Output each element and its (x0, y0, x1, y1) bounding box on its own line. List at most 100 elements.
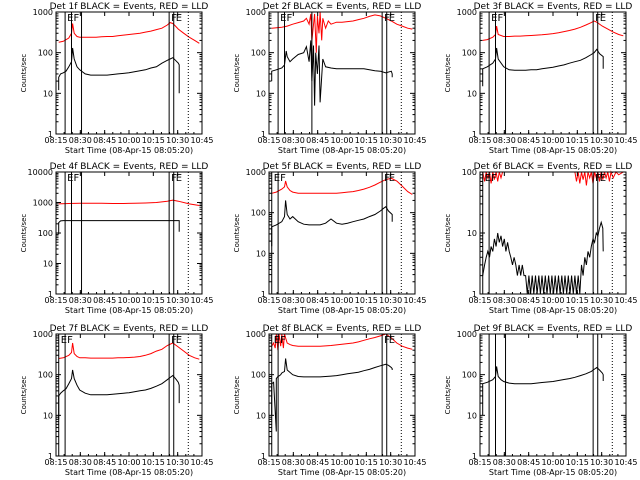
time-marker-label: E (389, 335, 395, 346)
series-line-events (482, 220, 604, 295)
x-axis-label: Start Time (08-Apr-15 08:05:20) (65, 146, 193, 155)
x-axis-label: Start Time (08-Apr-15 08:05:20) (489, 468, 617, 477)
series-line-events (482, 366, 604, 416)
x-tick-label: 10:00 (541, 136, 564, 145)
x-tick-label: 10:00 (117, 296, 140, 305)
lightcurve-panel: Det 4f BLACK = Events, RED = LLDEFFE08:1… (20, 162, 214, 315)
plot-frame (268, 171, 416, 295)
x-tick-label: 08:45 (517, 458, 540, 467)
x-axis-label: Start Time (08-Apr-15 08:05:20) (278, 468, 406, 477)
x-tick-label: 08:45 (306, 136, 329, 145)
y-tick-label: 1000 (33, 199, 53, 208)
y-axis-label: Counts/sec (233, 376, 241, 415)
y-axis-label: Counts/sec (444, 376, 452, 415)
panel-title: Det 8f BLACK = Events, RED = LLD (263, 324, 422, 334)
x-tick-label: 08:30 (493, 296, 516, 305)
x-tick-label: 08:45 (93, 296, 116, 305)
time-marker-label: F (498, 13, 504, 24)
time-marker-label: E (485, 173, 491, 184)
y-tick-label: 10 (467, 229, 477, 238)
x-axis-label: Start Time (08-Apr-15 08:05:20) (489, 306, 617, 315)
y-tick-label: 10000 (28, 168, 53, 177)
x-tick-label: 08:30 (493, 136, 516, 145)
time-marker-label: F (287, 13, 293, 24)
x-tick-label: 10:45 (614, 296, 637, 305)
time-marker-label: E (176, 13, 182, 24)
x-tick-label: 10:45 (614, 136, 637, 145)
x-tick-label: 08:30 (493, 458, 516, 467)
x-tick-label: 10:00 (117, 136, 140, 145)
time-marker-label: E (389, 13, 395, 24)
x-tick-label: 10:00 (330, 458, 353, 467)
x-tick-label: 10:45 (190, 296, 213, 305)
y-tick-label: 1 (472, 290, 477, 299)
panel-title: Det 9f BLACK = Events, RED = LLD (474, 324, 633, 334)
plot-frame (268, 333, 416, 457)
y-tick-label: 1000 (246, 330, 266, 339)
x-tick-label: 10:30 (590, 296, 613, 305)
y-tick-label: 10 (256, 89, 266, 98)
time-marker-label: E (61, 335, 67, 346)
lightcurve-panel: Det 2f BLACK = Events, RED = LLDEFFE08:1… (233, 2, 427, 155)
x-axis-label: Start Time (08-Apr-15 08:05:20) (278, 306, 406, 315)
x-tick-label: 10:15 (566, 136, 589, 145)
x-tick-label: 10:15 (142, 296, 165, 305)
time-marker-label: E (274, 335, 280, 346)
x-tick-label: 08:45 (517, 296, 540, 305)
series-line-events (482, 47, 604, 87)
x-tick-label: 10:45 (403, 136, 426, 145)
y-axis-label: Counts/sec (20, 214, 28, 253)
y-tick-label: 100 (38, 229, 53, 238)
y-axis-label: Counts/sec (444, 54, 452, 93)
plot-frame (479, 171, 627, 295)
time-marker-label: E (600, 13, 606, 24)
panel-title: Det 6f BLACK = Events, RED = LLD (474, 162, 633, 172)
y-tick-label: 1 (261, 452, 266, 461)
y-tick-label: 100 (462, 371, 477, 380)
x-tick-label: 08:45 (517, 136, 540, 145)
x-axis-label: Start Time (08-Apr-15 08:05:20) (65, 306, 193, 315)
time-marker-label: E (67, 13, 73, 24)
time-marker-label: E (274, 173, 280, 184)
y-tick-label: 1 (261, 130, 266, 139)
y-axis-label: Counts/sec (233, 54, 241, 93)
x-tick-label: 08:45 (93, 136, 116, 145)
x-tick-label: 10:00 (541, 458, 564, 467)
series-line-events (58, 47, 180, 94)
x-tick-label: 08:15 (44, 458, 67, 467)
x-axis-label: Start Time (08-Apr-15 08:05:20) (278, 146, 406, 155)
panel-title: Det 7f BLACK = Events, RED = LLD (50, 324, 209, 334)
x-tick-label: 10:30 (166, 458, 189, 467)
plot-frame (55, 171, 203, 295)
x-tick-label: 10:30 (379, 458, 402, 467)
x-tick-label: 10:30 (166, 296, 189, 305)
y-tick-label: 1 (48, 290, 53, 299)
y-tick-label: 10 (43, 260, 53, 269)
series-line-lld (58, 199, 200, 206)
x-tick-label: 10:30 (590, 458, 613, 467)
x-tick-label: 08:15 (44, 136, 67, 145)
time-marker-label: E (600, 173, 606, 184)
x-tick-label: 10:15 (142, 136, 165, 145)
x-tick-label: 08:15 (468, 136, 491, 145)
y-tick-label: 100 (38, 371, 53, 380)
x-tick-label: 08:30 (69, 136, 92, 145)
x-tick-label: 10:15 (566, 296, 589, 305)
y-tick-label: 1000 (457, 8, 477, 17)
x-tick-label: 08:30 (69, 296, 92, 305)
y-tick-label: 100 (251, 371, 266, 380)
time-marker-label: E (176, 335, 182, 346)
y-tick-label: 1000 (246, 8, 266, 17)
series-line-events (58, 369, 180, 420)
y-tick-label: 10 (43, 89, 53, 98)
x-tick-label: 08:30 (282, 136, 305, 145)
x-tick-label: 10:30 (166, 136, 189, 145)
series-line-events (58, 220, 180, 235)
series-line-lld (271, 333, 413, 351)
x-tick-label: 08:30 (69, 458, 92, 467)
lightcurve-panel: Det 8f BLACK = Events, RED = LLDEFFE08:1… (233, 324, 427, 477)
x-tick-label: 10:00 (541, 296, 564, 305)
x-tick-label: 10:30 (379, 136, 402, 145)
y-tick-label: 1 (472, 130, 477, 139)
y-tick-label: 10 (43, 411, 53, 420)
